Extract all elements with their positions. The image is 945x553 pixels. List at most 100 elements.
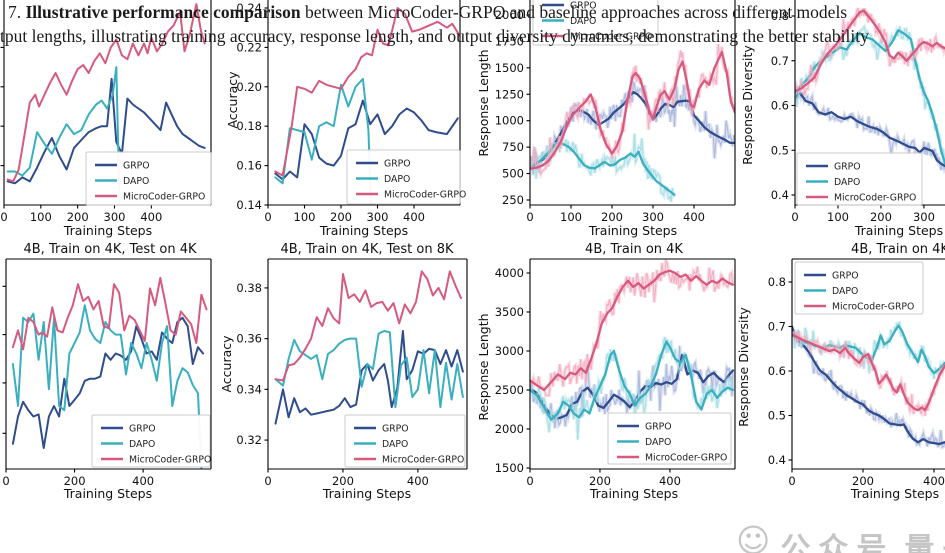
y-tick-label: 0.34 [236, 382, 262, 396]
smiley-icon: ☺ [736, 521, 771, 553]
x-tick-label: 400 [659, 474, 681, 488]
y-tick-label: 3500 [495, 305, 524, 319]
y-tick-label: 1500 [495, 461, 524, 475]
y-tick-label: 1000 [495, 114, 524, 128]
legend-label: DAPO [834, 177, 860, 188]
legend-label: GRPO [123, 161, 150, 172]
y-tick-label: 0.6 [771, 99, 789, 113]
legend-label: MicroCoder-GRPO [832, 302, 914, 313]
x-tick-label: 0 [526, 210, 533, 224]
x-tick-label: 300 [104, 210, 126, 224]
r1c1-DAPO-line [6, 66, 121, 205]
y-axis-title: Response Diversity [740, 45, 755, 165]
x-tick-label: 200 [852, 474, 874, 488]
chart-r1c4: 0 100 200 300 0.4 0.5 0.6 0.7 0.8 Training Steps R… [740, 0, 945, 238]
legend-label: DAPO [570, 16, 596, 27]
caption-rest: between MicroCoder-GRPO and baseline app… [300, 2, 848, 22]
y-tick-label: 2500 [495, 383, 524, 397]
legend-box [85, 151, 212, 206]
r2c1-GRPO-line [11, 316, 205, 449]
x-tick-label: 200 [67, 210, 89, 224]
x-tick-label: 300 [913, 210, 935, 224]
x-tick-label: 100 [294, 210, 316, 224]
x-axis-title: Training Steps [589, 486, 678, 501]
legend-label: GRPO [382, 424, 409, 435]
legend-label: GRPO [129, 424, 156, 435]
r2c4-legend: GRPO DAPO MicroCoder-GRPO [794, 261, 924, 315]
chart-title: 4B, Train on 4K, Test on 4K [23, 242, 196, 257]
x-axis-title: Training Steps [319, 223, 408, 238]
y-tick-label: 0.4 [768, 453, 786, 467]
legend-label: DAPO [123, 176, 149, 187]
r1c2-DAPO-line [274, 77, 373, 205]
legend-label: GRPO [570, 1, 597, 12]
legend-label: MicroCoder-GRPO [570, 32, 652, 43]
r1c4-legend: GRPO DAPO MicroCoder-GRPO [796, 152, 923, 206]
x-tick-label: 200 [332, 474, 354, 488]
r1c3-MicroCoder-GRPO-line [530, 50, 735, 170]
x-tick-label: 300 [642, 210, 664, 224]
chart-title: 4B, Train on 4K [585, 242, 683, 257]
y-axis-title: Response Length [476, 49, 491, 156]
r2c1-DAPO-line [11, 304, 203, 469]
caption-bold: Illustrative performance comparison [25, 2, 301, 22]
x-tick-label: 400 [403, 210, 425, 224]
y-tick-label: 4000 [495, 266, 524, 280]
x-axis-title: Training Steps [322, 486, 411, 501]
caption-line-2: tput lengths, illustrating training accu… [0, 26, 869, 46]
y-tick-label: 0.24 [236, 1, 262, 15]
legend-label: MicroCoder-GRPO [123, 192, 205, 203]
x-tick-label: 200 [601, 210, 623, 224]
r1c2-GRPO-line [274, 99, 459, 181]
y-tick-label: 0.5 [771, 143, 789, 157]
x-tick-label: 100 [30, 210, 52, 224]
r1c4-GRPO-line [795, 90, 945, 168]
y-tick-label: 0.4 [771, 188, 789, 202]
x-axis-title: Training Steps [854, 223, 943, 238]
r2c3-legend: GRPO DAPO MicroCoder-GRPO [607, 412, 732, 465]
y-tick-label: 2000 [495, 422, 524, 436]
x-axis-title: Training Steps [850, 486, 939, 501]
y-tick-label: 0.6 [768, 364, 786, 378]
chart-r2c2: 0 200 400 0.32 0.34 0.36 0.38 Training Steps Acc… [219, 242, 468, 501]
r2c1-MicroCoder-GRPO-line [11, 276, 208, 351]
chart-title: 4B, Train on 4K, Test on 8K [280, 242, 453, 257]
y-tick-label: 0.32 [236, 433, 262, 447]
r2c2-DAPO-line [274, 330, 464, 409]
legend-label: GRPO [832, 271, 859, 282]
x-tick-label: 0 [2, 474, 9, 488]
caption-line-1: 7. Illustrative performance comparison b… [0, 0, 945, 24]
y-tick-label: 1250 [495, 87, 524, 101]
y-tick-label: 500 [502, 167, 524, 181]
legend-label: GRPO [384, 159, 411, 170]
x-tick-label: 0 [788, 474, 795, 488]
y-tick-label: 0.18 [236, 119, 262, 133]
chart-r1c3: 0 100 200 300 400 250 500 750 1000 1250 1500 1750 20… [476, 0, 736, 238]
x-tick-label: 200 [870, 210, 892, 224]
watermark-text-1: 公众号 [780, 532, 895, 553]
x-tick-label: 0 [0, 210, 7, 224]
y-tick-label: 0.8 [768, 275, 786, 289]
y-axis-title: Accuracy [225, 71, 240, 129]
legend-label: DAPO [645, 437, 671, 448]
legend-label: MicroCoder-GRPO [834, 193, 916, 204]
y-axis-title: Accuracy [219, 335, 234, 393]
y-axis-title: Response Length [476, 313, 491, 420]
r2c3-GRPO-line [530, 353, 735, 421]
x-tick-label: 200 [589, 474, 611, 488]
x-tick-label: 400 [140, 210, 162, 224]
legend-label: DAPO [129, 439, 155, 450]
x-tick-label: 0 [264, 474, 271, 488]
r1c2-MicroCoder-GRPO-line [274, 7, 460, 177]
y-tick-label: 0.16 [236, 159, 262, 173]
r2c2-MicroCoder-GRPO-line [274, 270, 462, 382]
legend-label: DAPO [382, 439, 408, 450]
legend-label: MicroCoder-GRPO [382, 455, 464, 466]
y-tick-label: 2000 [495, 8, 524, 22]
legend-label: DAPO [832, 286, 858, 297]
x-tick-label: 200 [64, 474, 86, 488]
x-tick-label: 100 [827, 210, 849, 224]
r1c4-DAPO-raw-line [795, 25, 945, 164]
chart-r1c2: 0 100 200 300 400 0.14 0.16 0.18 0.20 0.22 0.24 Tra… [225, 0, 466, 238]
